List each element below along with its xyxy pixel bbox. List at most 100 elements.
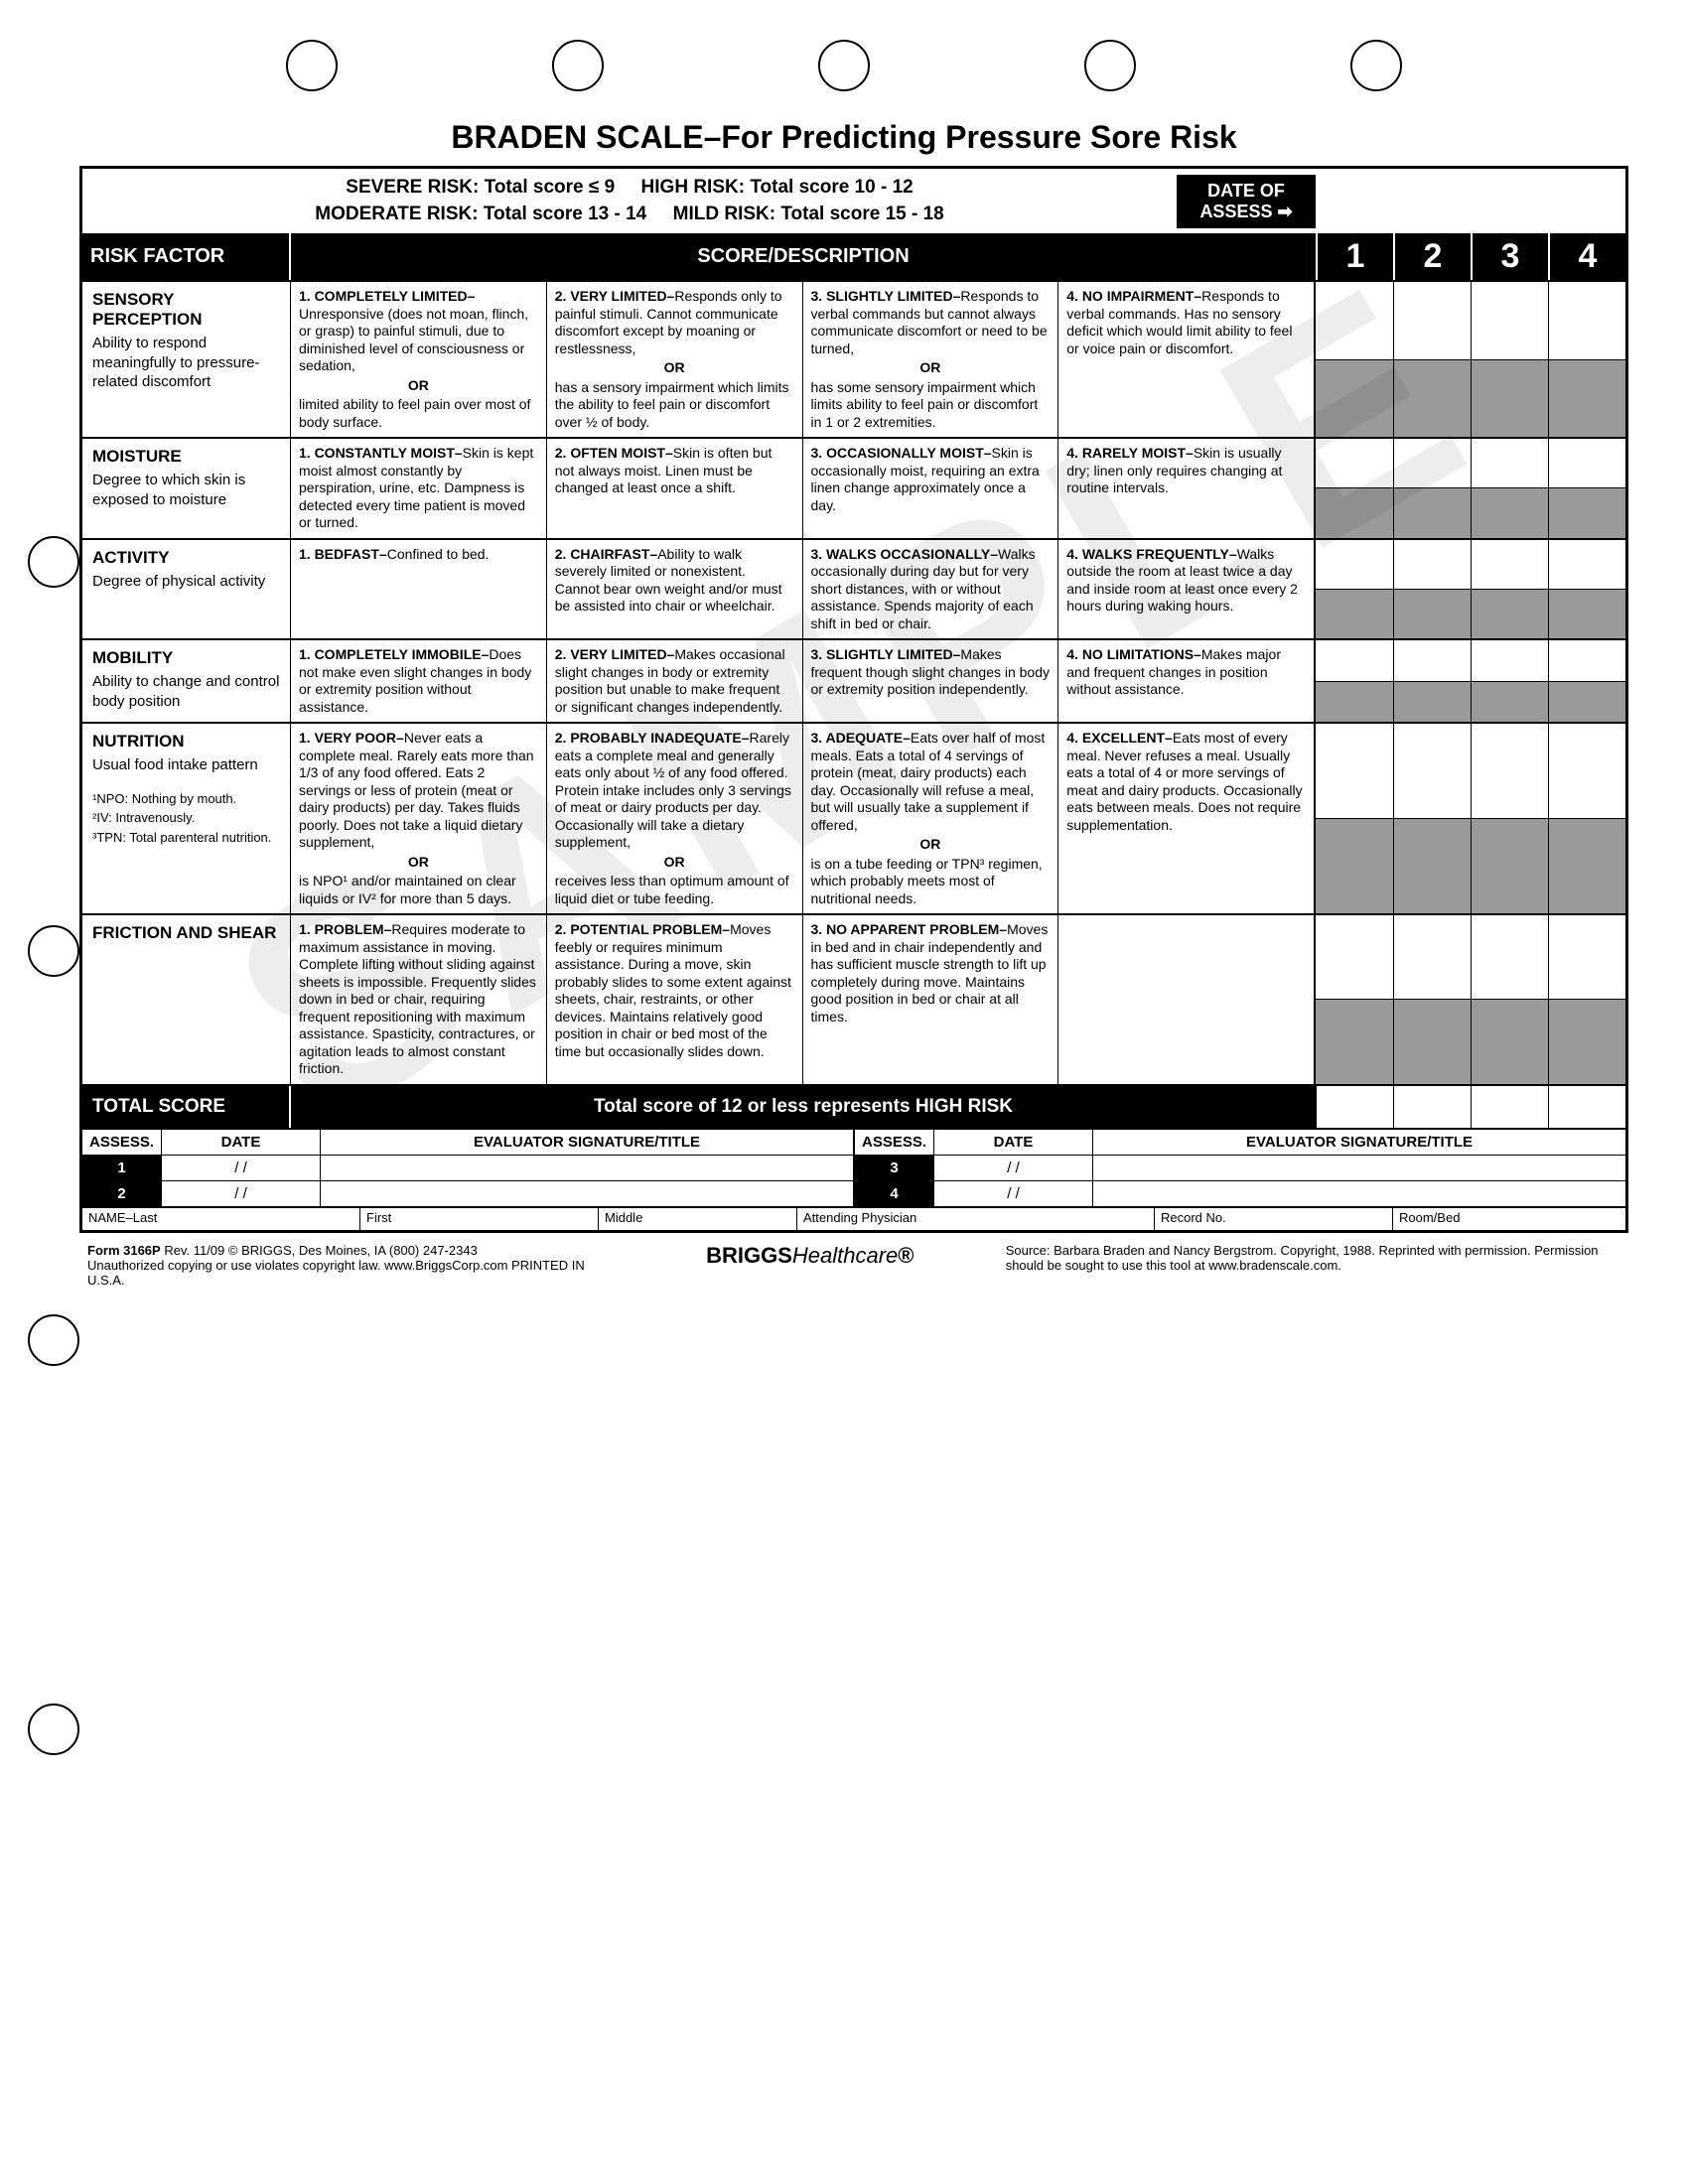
score-cell: 2. CHAIRFAST–Ability to walk severely li… [547,540,803,639]
score-cell: 4. NO LIMITATIONS–Makes major and freque… [1058,640,1316,722]
room-bed-field[interactable]: Room/Bed [1393,1208,1625,1230]
high-risk: HIGH RISK: Total score 10 - 12 [641,177,914,198]
form-page: SAMPLE SEVERE RISK: Total score ≤ 9 HIGH… [79,166,1628,1233]
date-of-assess-label: DATE OF ASSESS ➡ [1177,175,1316,228]
factor-name: SENSORY PERCEPTION [92,290,280,330]
sig-date-3[interactable]: / / [934,1156,1093,1180]
scores-container: 1. CONSTANTLY MOIST–Skin is kept moist a… [291,439,1316,538]
sig-eval-1[interactable] [321,1156,853,1180]
assess-cell[interactable] [1471,540,1548,639]
form-rev: Rev. 11/09 © BRIGGS, Des Moines, IA (800… [164,1243,477,1258]
sig-date-2[interactable]: / / [162,1181,321,1206]
score-cell: 3. SLIGHTLY LIMITED–Makes frequent thoug… [803,640,1059,722]
sig-eval-3[interactable] [1093,1156,1625,1180]
score-cell: 4. RARELY MOIST–Skin is usually dry; lin… [1058,439,1316,538]
factor-label: NUTRITIONUsual food intake pattern¹NPO: … [82,724,291,913]
factor-label: FRICTION AND SHEAR [82,915,291,1084]
punch-holes-top [60,40,1628,111]
name-last-field[interactable]: NAME–Last [82,1208,360,1230]
sig-date-1[interactable]: / / [162,1156,321,1180]
assess-cell[interactable] [1316,640,1393,722]
assess-cell[interactable] [1548,915,1625,1084]
assess-cell[interactable] [1393,724,1471,913]
briggs-logo: BRIGGSHealthcare® [634,1243,986,1288]
score-cell: 3. NO APPARENT PROBLEM–Moves in bed and … [803,915,1059,1084]
assess-cell[interactable] [1393,439,1471,538]
sig-eval-2[interactable] [321,1181,853,1206]
punch-hole [1350,40,1402,91]
hdr-score-desc: SCORE/DESCRIPTION [291,233,1316,280]
assess-cell[interactable] [1548,540,1625,639]
total-score-label: TOTAL SCORE [82,1086,291,1128]
sig-assess-1: 1 [82,1156,162,1180]
record-no-field[interactable]: Record No. [1155,1208,1393,1230]
assess-cell[interactable] [1316,282,1393,437]
punch-hole [28,925,79,977]
assess-cells [1316,640,1625,722]
assess-cell[interactable] [1393,282,1471,437]
factor-desc: Ability to respond meaningfully to press… [92,334,280,392]
sig-eval-4[interactable] [1093,1181,1625,1206]
name-middle-field[interactable]: Middle [599,1208,797,1230]
assess-cell[interactable] [1471,915,1548,1084]
sig-hdr-date: DATE [162,1130,321,1155]
punch-hole [28,536,79,588]
scores-container: 1. COMPLETELY IMMOBILE–Does not make eve… [291,640,1316,722]
sig-hdr-assess: ASSESS. [82,1130,162,1155]
sig-hdr-eval: EVALUATOR SIGNATURE/TITLE [1093,1130,1625,1155]
hdr-col-4: 4 [1548,233,1625,280]
name-row: NAME–Last First Middle Attending Physici… [82,1206,1625,1230]
factor-row: FRICTION AND SHEAR1. PROBLEM–Requires mo… [82,913,1625,1084]
factor-desc: Ability to change and control body posit… [92,672,280,711]
mild-risk: MILD RISK: Total score 15 - 18 [673,204,944,224]
assess-cell[interactable] [1316,915,1393,1084]
assess-cell[interactable] [1471,282,1548,437]
assess-cell[interactable] [1548,439,1625,538]
factor-row: MOISTUREDegree to which skin is exposed … [82,437,1625,538]
sig-date-4[interactable]: / / [934,1181,1093,1206]
assess-cells [1316,915,1625,1084]
total-cell[interactable] [1393,1086,1471,1128]
punch-holes-side [28,536,79,1755]
total-cell[interactable] [1548,1086,1625,1128]
assess-cell[interactable] [1393,540,1471,639]
assess-cell[interactable] [1471,724,1548,913]
assess-cell[interactable] [1316,540,1393,639]
score-cell: 2. POTENTIAL PROBLEM–Moves feebly or req… [547,915,803,1084]
assess-cells [1316,282,1625,437]
total-cell[interactable] [1316,1086,1393,1128]
attending-physician-field[interactable]: Attending Physician [797,1208,1155,1230]
name-first-field[interactable]: First [360,1208,599,1230]
assess-cell[interactable] [1471,640,1548,722]
sig-assess-2: 2 [82,1181,162,1206]
punch-hole [28,1314,79,1366]
factor-label: SENSORY PERCEPTIONAbility to respond mea… [82,282,291,437]
assess-cell[interactable] [1471,439,1548,538]
sig-hdr-eval: EVALUATOR SIGNATURE/TITLE [321,1130,853,1155]
copyright-notice: Unauthorized copying or use violates cop… [87,1258,615,1288]
assess-cell[interactable] [1548,724,1625,913]
score-cell: 4. EXCELLENT–Eats most of every meal. Ne… [1058,724,1316,913]
assess-cell[interactable] [1316,439,1393,538]
hdr-col-1: 1 [1316,233,1393,280]
factor-name: NUTRITION [92,732,280,751]
assess-cell[interactable] [1393,915,1471,1084]
score-cell: 3. OCCASIONALLY MOIST–Skin is occasional… [803,439,1059,538]
punch-hole [552,40,604,91]
factor-row: SENSORY PERCEPTIONAbility to respond mea… [82,280,1625,437]
total-cell[interactable] [1471,1086,1548,1128]
scores-container: 1. COMPLETELY LIMITED–Unresponsive (does… [291,282,1316,437]
factor-row: MOBILITYAbility to change and control bo… [82,638,1625,722]
score-cell: 2. VERY LIMITED–Responds only to painful… [547,282,803,437]
assess-cell[interactable] [1393,640,1471,722]
hdr-col-3: 3 [1471,233,1548,280]
factor-label: ACTIVITYDegree of physical activity [82,540,291,639]
punch-hole [1084,40,1136,91]
assess-cell[interactable] [1548,282,1625,437]
assess-cell[interactable] [1316,724,1393,913]
assess-cell[interactable] [1548,640,1625,722]
scores-container: 1. BEDFAST–Confined to bed.2. CHAIRFAST–… [291,540,1316,639]
assess-cells [1316,540,1625,639]
score-cell: 3. ADEQUATE–Eats over half of most meals… [803,724,1059,913]
factor-desc: Degree to which skin is exposed to moist… [92,471,280,509]
